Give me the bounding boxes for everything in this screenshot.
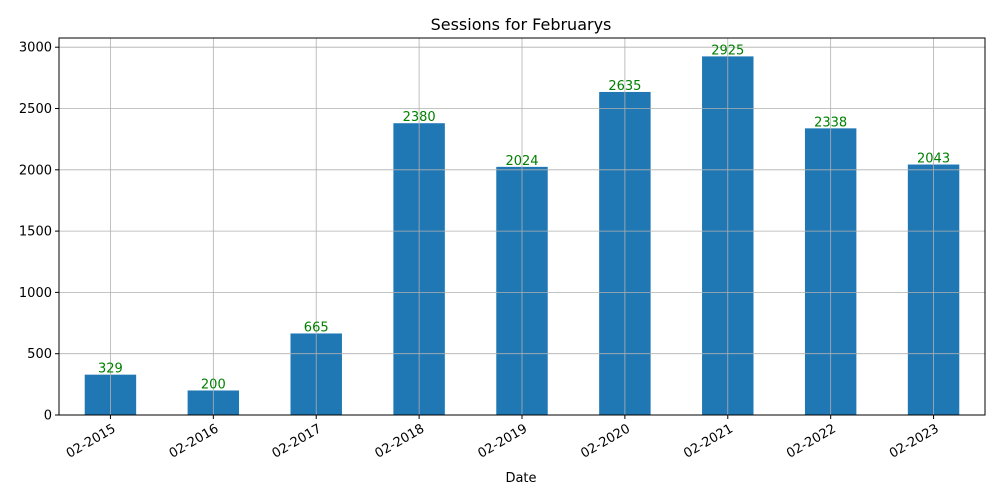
x-tick-label: 02-2015 [64,421,119,461]
x-tick-label: 02-2022 [784,421,839,461]
x-tick-label: 02-2018 [373,421,428,461]
data-label-02-2019: 2024 [505,154,538,169]
x-tick-label: 02-2020 [578,421,633,461]
data-label-02-2016: 200 [201,377,226,392]
y-tick-label: 2500 [19,102,52,117]
y-tick-label: 3000 [19,41,52,56]
data-label-02-2018: 2380 [403,110,436,125]
y-axis-ticks: 0 500 1000 1500 2000 2500 3000 [19,41,59,424]
x-tick-label: 02-2021 [681,421,736,461]
x-tick-label: 02-2016 [167,421,222,461]
y-tick-label: 500 [27,347,52,362]
y-tick-label: 1500 [19,225,52,240]
x-tick-label: 02-2017 [270,421,325,461]
data-label-02-2021: 2925 [711,43,744,58]
y-tick-label: 1000 [19,286,52,301]
x-axis-label: Date [505,471,536,486]
x-axis-ticks: 02-2015 02-2016 02-2017 02-2018 02-2019 02-20… [64,415,942,462]
grid-lines [59,38,985,416]
data-label-02-2020: 2635 [608,79,641,94]
y-tick-label: 2000 [19,163,52,178]
x-tick-label: 02-2019 [475,421,530,461]
data-label-02-2022: 2338 [814,115,847,130]
x-tick-label: 02-2023 [887,421,942,461]
data-label-02-2015: 329 [98,362,123,377]
y-tick-label: 0 [44,409,52,424]
data-label-02-2023: 2043 [917,152,950,167]
data-labels: 329 200 665 2380 2024 2635 2925 2338 2043 [98,43,950,392]
data-label-02-2017: 665 [304,320,329,335]
chart-title: Sessions for Februarys [431,15,612,34]
